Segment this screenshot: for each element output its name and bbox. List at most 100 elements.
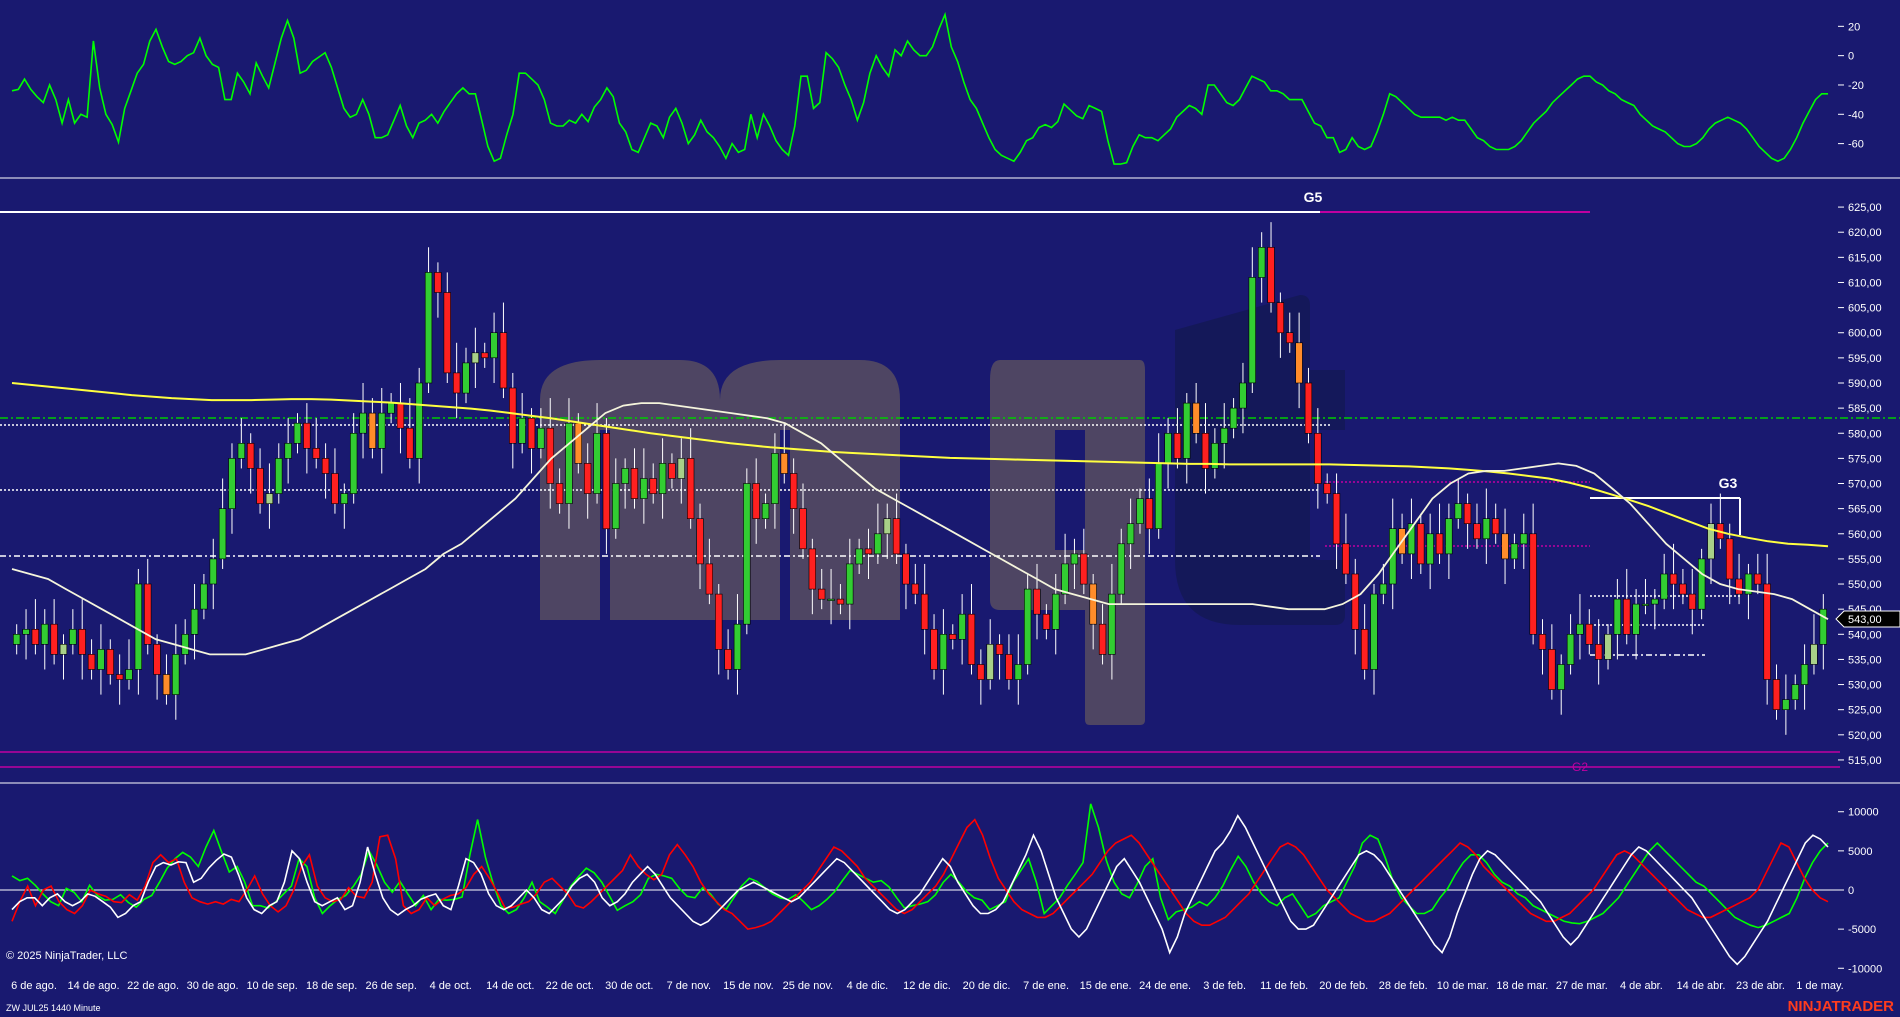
candle: [1323, 483, 1331, 494]
candle: [958, 613, 966, 640]
candle: [752, 483, 760, 520]
candle: [349, 432, 358, 494]
candle: [640, 478, 648, 499]
candle: [1604, 633, 1612, 660]
x-tick-label: 12 de dic.: [903, 980, 951, 992]
candle: [1070, 553, 1079, 565]
candle: [1024, 588, 1032, 665]
candle: [1145, 498, 1153, 530]
candle: [1098, 623, 1107, 655]
candle: [443, 292, 451, 374]
candle: [378, 412, 386, 449]
price-y-tick-label: 595,00: [1848, 353, 1882, 365]
candle: [1576, 623, 1584, 635]
candle: [668, 463, 676, 479]
candle: [1370, 593, 1378, 670]
candle: [1417, 523, 1425, 565]
candle: [1463, 503, 1472, 525]
candle: [1183, 402, 1191, 459]
candle: [565, 422, 573, 504]
candle: [518, 417, 526, 444]
candle: [1435, 533, 1444, 555]
candle: [50, 623, 58, 655]
candle: [284, 442, 292, 459]
x-tick-label: 20 de dic.: [963, 980, 1011, 992]
candle: [902, 553, 910, 585]
candle: [743, 483, 751, 625]
upper-osc-y-tick-label: -60: [1848, 139, 1864, 151]
candle: [1136, 498, 1144, 525]
candle: [677, 458, 685, 479]
candle: [1520, 533, 1528, 545]
candle: [172, 654, 180, 695]
candle: [1351, 573, 1359, 630]
candle: [1800, 664, 1809, 685]
candle: [1632, 603, 1640, 635]
x-tick-label: 22 de oct.: [546, 980, 594, 992]
x-tick-label: 3 de feb.: [1203, 980, 1246, 992]
candle: [190, 608, 199, 635]
candle: [181, 633, 189, 655]
candle: [724, 649, 732, 670]
candle: [125, 669, 133, 680]
candle: [1361, 628, 1369, 670]
candle: [555, 483, 564, 504]
candle: [1735, 578, 1743, 595]
x-tick-label: 20 de feb.: [1319, 980, 1368, 992]
x-tick-label: 14 de ago.: [68, 980, 120, 992]
x-tick-label: 26 de sep.: [366, 980, 417, 992]
price-y-tick-label: 590,00: [1848, 378, 1882, 390]
price-panel: [11, 222, 1829, 735]
candle: [1005, 654, 1013, 680]
candle: [1623, 598, 1631, 635]
x-tick-label: 6 de ago.: [11, 980, 57, 992]
candle: [780, 453, 788, 474]
candle: [1426, 533, 1434, 565]
candle: [462, 362, 470, 394]
candle: [967, 613, 976, 665]
candle: [593, 432, 601, 494]
candle: [930, 628, 938, 670]
candle: [1585, 623, 1593, 645]
candle: [13, 633, 21, 645]
candle: [368, 412, 376, 449]
candle: [434, 272, 442, 293]
candle: [911, 583, 919, 595]
annotation-g3: G3: [1719, 475, 1738, 491]
candle: [1501, 533, 1509, 560]
last-price-label: 543,00: [1848, 614, 1882, 626]
x-tick-label: 4 de oct.: [430, 980, 472, 992]
candle: [612, 483, 620, 530]
x-tick-label: 30 de ago.: [187, 980, 239, 992]
candle: [1173, 432, 1182, 459]
candle: [1061, 563, 1069, 595]
candle: [1698, 558, 1706, 610]
candle: [583, 463, 592, 494]
candle: [265, 493, 274, 505]
candle: [1164, 432, 1172, 464]
candle: [331, 473, 339, 505]
candle: [1754, 573, 1762, 585]
x-axis: 6 de ago. 14 de ago. 22 de ago. 30 de ago. 1…: [11, 980, 1844, 992]
osc-line-green: [11, 803, 1829, 929]
lower-osc-y-tick-label: 0: [1848, 885, 1854, 897]
price-y-tick-label: 535,00: [1848, 654, 1882, 666]
candle: [237, 442, 245, 459]
candle: [808, 548, 816, 590]
x-tick-label: 7 de ene.: [1023, 980, 1069, 992]
price-y-tick-label: 520,00: [1848, 730, 1882, 742]
x-tick-label: 4 de abr.: [1620, 980, 1663, 992]
candle: [1529, 533, 1537, 635]
candle: [1557, 664, 1565, 690]
candle: [387, 402, 395, 414]
osc-line-red: [11, 818, 1829, 930]
price-y-tick-label: 570,00: [1848, 479, 1882, 491]
candle: [1211, 442, 1219, 469]
candle: [1389, 528, 1397, 585]
candle: [771, 453, 779, 504]
candle: [1679, 583, 1687, 595]
candle: [733, 623, 742, 670]
candle: [1482, 518, 1490, 540]
candle: [41, 623, 49, 645]
x-tick-label: 7 de nov.: [667, 980, 711, 992]
